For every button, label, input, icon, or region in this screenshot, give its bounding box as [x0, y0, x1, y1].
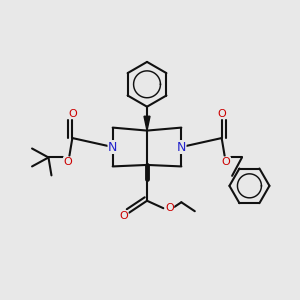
Polygon shape — [144, 116, 150, 130]
Text: O: O — [217, 109, 226, 118]
Text: O: O — [222, 157, 230, 167]
Text: O: O — [64, 157, 72, 167]
Text: N: N — [177, 140, 186, 154]
Text: N: N — [108, 140, 117, 154]
Text: O: O — [119, 211, 128, 221]
Text: O: O — [165, 203, 174, 213]
Text: O: O — [68, 109, 77, 118]
